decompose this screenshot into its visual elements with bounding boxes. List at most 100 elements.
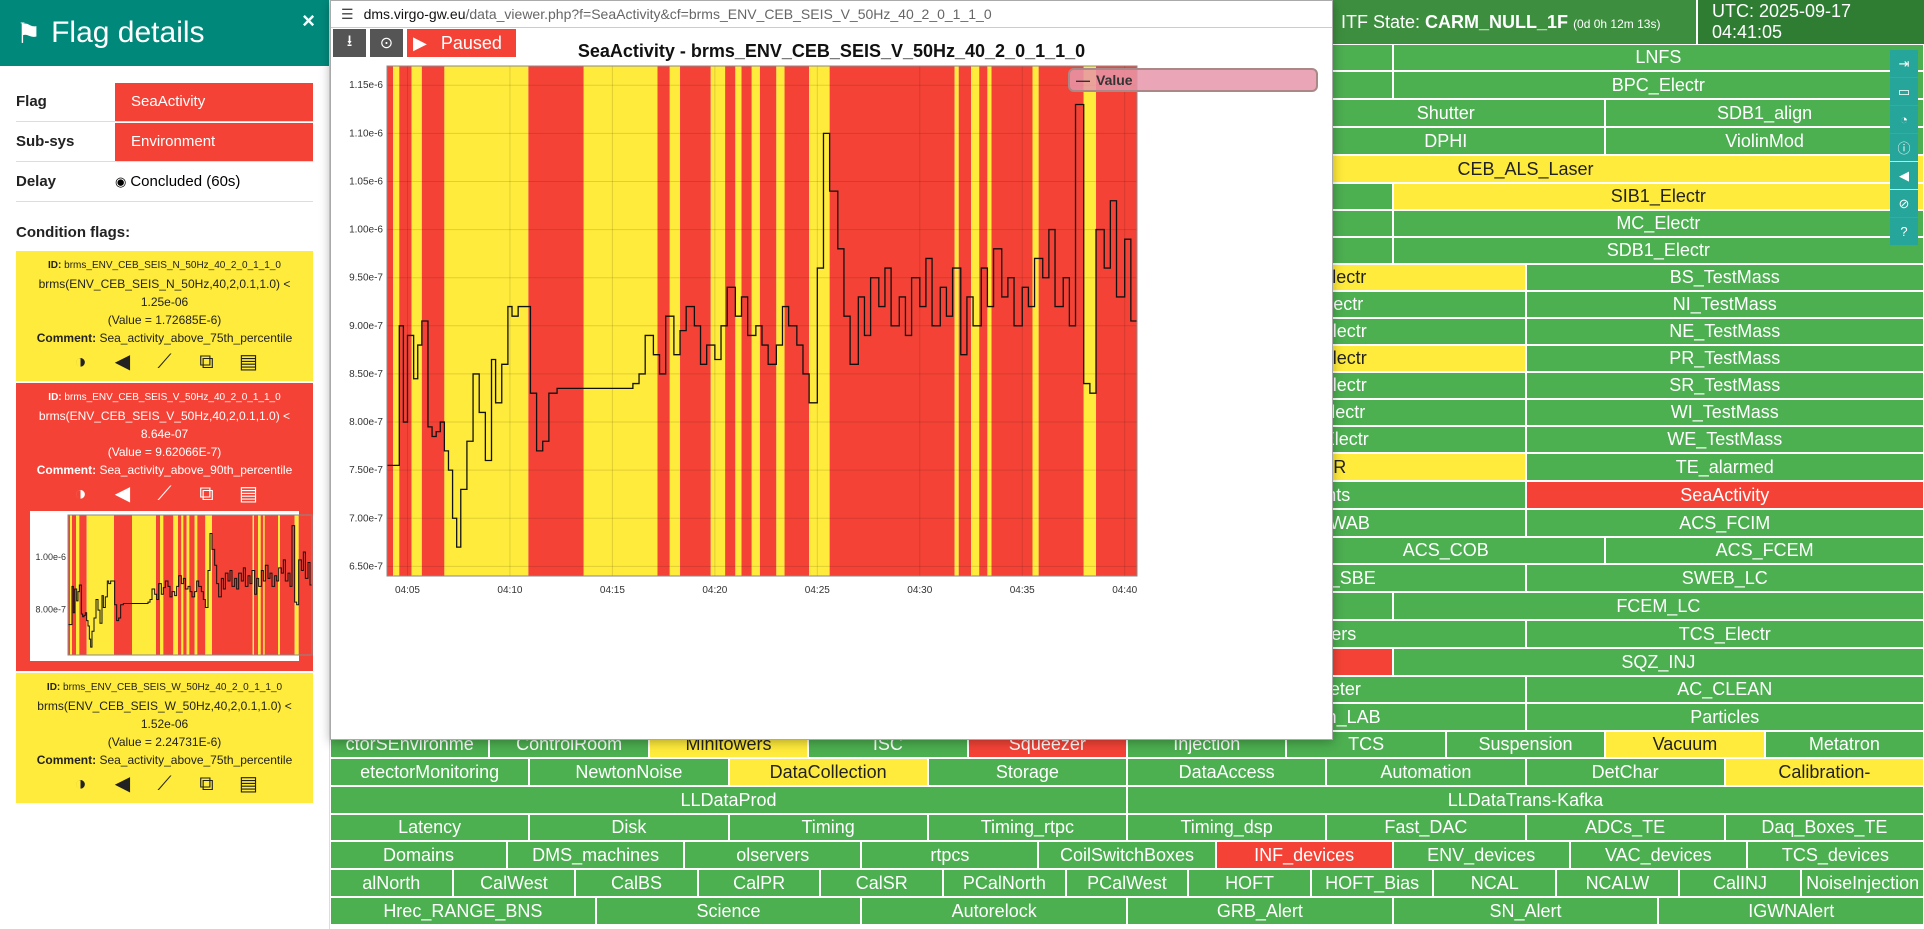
chart-line-icon[interactable]: ⟋ bbox=[157, 483, 172, 505]
mute-icon[interactable]: ◀ bbox=[114, 351, 131, 373]
flag-cell[interactable]: Suspension bbox=[1445, 731, 1606, 758]
flag-cell[interactable]: etectorMonitoring bbox=[330, 758, 530, 786]
mute-icon[interactable]: ◀ bbox=[114, 773, 131, 795]
external-link-icon[interactable]: ⧉ bbox=[199, 351, 214, 373]
pause-toggle-button[interactable]: ▶ Paused bbox=[407, 29, 516, 57]
eye-slash-icon[interactable]: ◑ bbox=[74, 351, 87, 373]
flag-cell[interactable]: Autorelock bbox=[861, 897, 1128, 925]
flag-cell[interactable]: rtpcs bbox=[861, 841, 1039, 869]
flag-cell[interactable]: Timing_dsp bbox=[1127, 814, 1327, 841]
flag-cell[interactable]: olservers bbox=[684, 841, 862, 869]
help-icon[interactable]: ? bbox=[1890, 218, 1918, 245]
flag-cell[interactable]: Disk bbox=[529, 814, 729, 841]
flag-cell[interactable]: Science bbox=[595, 897, 862, 925]
flag-cell[interactable]: Fast_DAC bbox=[1326, 814, 1526, 841]
sign-out-icon[interactable]: ⇥ bbox=[1890, 50, 1918, 77]
flag-cell[interactable]: WE_TestMass bbox=[1525, 426, 1924, 453]
flag-cell[interactable]: PR_TestMass bbox=[1525, 345, 1924, 372]
flag-cell[interactable]: alNorth bbox=[330, 869, 453, 897]
flag-cell[interactable]: SQZ_INJ bbox=[1392, 648, 1924, 676]
clipboard-icon[interactable]: ▤ bbox=[239, 483, 258, 505]
flag-cell[interactable]: NI_TestMass bbox=[1525, 291, 1924, 318]
flag-cell[interactable]: HOFT bbox=[1188, 869, 1311, 897]
flag-cell[interactable]: TCS_devices bbox=[1746, 841, 1924, 869]
flag-cell[interactable]: VAC_devices bbox=[1569, 841, 1747, 869]
flag-cell[interactable]: ViolinMod bbox=[1605, 127, 1924, 155]
flag-cell[interactable]: DetChar bbox=[1525, 758, 1725, 786]
flag-cell[interactable]: LNFS bbox=[1392, 44, 1924, 71]
flag-cell[interactable]: DataCollection bbox=[728, 758, 928, 786]
flag-cell[interactable]: ACS_COB bbox=[1286, 537, 1606, 564]
flag-cell[interactable]: SN_Alert bbox=[1392, 897, 1659, 925]
flag-cell[interactable]: NE_TestMass bbox=[1525, 318, 1924, 345]
flag-cell[interactable]: CalWest bbox=[452, 869, 576, 897]
flag-cell[interactable]: CalSR bbox=[820, 869, 944, 897]
flag-cell[interactable]: FCEM_LC bbox=[1392, 592, 1924, 620]
flag-cell[interactable]: ACS_FCIM bbox=[1525, 509, 1924, 537]
dashboard-icon[interactable]: ◔ bbox=[1890, 106, 1918, 133]
site-settings-icon[interactable]: ☰ bbox=[341, 5, 354, 22]
flag-cell[interactable]: NCAL bbox=[1433, 869, 1557, 897]
flag-cell[interactable]: PCalWest bbox=[1065, 869, 1189, 897]
eye-slash-icon[interactable]: ◑ bbox=[74, 483, 87, 505]
chart-line-icon[interactable]: ⟋ bbox=[157, 351, 172, 373]
flag-cell[interactable]: ADCs_TE bbox=[1525, 814, 1725, 841]
clipboard-icon[interactable]: ▤ bbox=[239, 351, 258, 373]
flag-cell[interactable]: Automation bbox=[1326, 758, 1526, 786]
flag-cell[interactable]: BS_TestMass bbox=[1525, 264, 1924, 291]
flag-cell[interactable]: Storage bbox=[927, 758, 1127, 786]
flag-cell[interactable]: Timing_rtpc bbox=[927, 814, 1127, 841]
flag-cell[interactable]: CalPR bbox=[697, 869, 821, 897]
flag-cell[interactable]: AC_CLEAN bbox=[1525, 676, 1924, 703]
flag-cell[interactable]: ENV_devices bbox=[1392, 841, 1570, 869]
flag-cell[interactable]: NewtonNoise bbox=[529, 758, 729, 786]
flag-cell[interactable]: Hrec_RANGE_BNS bbox=[330, 897, 596, 925]
chart-line-icon[interactable]: ⟋ bbox=[157, 773, 172, 795]
chart-legend[interactable]: — Value bbox=[1068, 68, 1318, 92]
mute-icon[interactable]: ◀ bbox=[114, 483, 131, 505]
flag-cell[interactable]: DMS_machines bbox=[507, 841, 685, 869]
flag-cell[interactable]: HOFT_Bias bbox=[1310, 869, 1434, 897]
flag-cell[interactable]: TE_alarmed bbox=[1525, 453, 1924, 481]
flag-cell[interactable]: DataAccess bbox=[1127, 758, 1327, 786]
download-circle-icon[interactable]: ⊙ bbox=[370, 29, 403, 57]
flag-cell[interactable]: CalINJ bbox=[1678, 869, 1802, 897]
flag-cell[interactable]: LLDataTrans-Kafka bbox=[1127, 786, 1924, 814]
flag-cell[interactable]: TCS_Electr bbox=[1525, 620, 1924, 648]
flag-cell[interactable]: CoilSwitchBoxes bbox=[1038, 841, 1216, 869]
flag-cell[interactable]: IGWNAlert bbox=[1658, 897, 1924, 925]
close-button[interactable]: × bbox=[302, 8, 315, 33]
flag-cell[interactable]: Metatron bbox=[1764, 731, 1924, 758]
eye-slash-icon[interactable]: ◑ bbox=[74, 773, 87, 795]
info-icon[interactable]: ⓘ bbox=[1890, 134, 1918, 161]
flag-cell[interactable]: NoiseInjection bbox=[1801, 869, 1924, 897]
flag-cell[interactable]: Particles bbox=[1525, 703, 1924, 731]
flag-cell[interactable]: WI_TestMass bbox=[1525, 399, 1924, 426]
external-link-icon[interactable]: ⧉ bbox=[199, 773, 214, 795]
flag-cell[interactable]: DPHI bbox=[1286, 127, 1606, 155]
eye-slash-icon[interactable]: ⊘ bbox=[1890, 190, 1918, 217]
flag-cell[interactable]: INF_devices bbox=[1215, 841, 1393, 869]
flag-cell[interactable]: CalBS bbox=[575, 869, 698, 897]
collapse-icon[interactable]: ◀ bbox=[1890, 162, 1918, 189]
flag-cell[interactable]: GRB_Alert bbox=[1127, 897, 1393, 925]
download-icon[interactable]: ⭳ bbox=[333, 29, 366, 57]
flag-cell[interactable]: Latency bbox=[330, 814, 530, 841]
flag-cell[interactable]: SWEB_LC bbox=[1525, 564, 1924, 592]
flag-cell[interactable]: Domains bbox=[330, 841, 508, 869]
flag-cell[interactable]: SR_TestMass bbox=[1525, 372, 1924, 399]
flag-cell[interactable]: Calibration- bbox=[1724, 758, 1924, 786]
flag-cell[interactable]: SIB1_Electr bbox=[1392, 183, 1924, 210]
flag-cell[interactable]: LLDataProd bbox=[330, 786, 1127, 814]
monitor-icon[interactable]: ▭ bbox=[1890, 78, 1918, 105]
mini-chart[interactable]: 1.00e-6 8.00e-7 bbox=[30, 511, 313, 661]
flag-cell[interactable]: SDB1_Electr bbox=[1392, 237, 1924, 264]
flag-cell[interactable]: Vacuum bbox=[1605, 731, 1765, 758]
flag-cell[interactable]: Shutter bbox=[1286, 99, 1606, 127]
flag-cell[interactable]: SDB1_align bbox=[1605, 99, 1924, 127]
flag-cell[interactable]: MC_Electr bbox=[1392, 210, 1924, 237]
flag-cell[interactable]: BPC_Electr bbox=[1392, 71, 1924, 99]
flag-cell[interactable]: Timing bbox=[728, 814, 928, 841]
flag-cell[interactable]: Daq_Boxes_TE bbox=[1724, 814, 1924, 841]
flag-cell[interactable]: PCalNorth bbox=[943, 869, 1066, 897]
